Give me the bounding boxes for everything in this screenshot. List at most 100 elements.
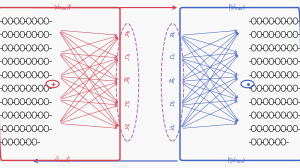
Ellipse shape [263,139,268,145]
Ellipse shape [8,125,13,132]
Ellipse shape [32,112,37,118]
Ellipse shape [287,85,292,91]
Ellipse shape [2,72,7,78]
Ellipse shape [38,45,43,51]
Ellipse shape [263,112,268,118]
Ellipse shape [44,31,49,38]
Ellipse shape [26,58,31,65]
Ellipse shape [2,18,7,24]
Ellipse shape [32,58,37,65]
Ellipse shape [281,98,286,105]
Ellipse shape [281,112,286,118]
Ellipse shape [14,139,19,145]
Ellipse shape [20,45,25,51]
Ellipse shape [287,45,292,51]
Ellipse shape [26,72,31,78]
Ellipse shape [44,45,49,51]
Ellipse shape [14,85,19,91]
Ellipse shape [257,45,262,51]
Ellipse shape [2,139,7,145]
Text: $\tilde{S}_I^F$: $\tilde{S}_I^F$ [169,123,176,134]
Ellipse shape [287,72,292,78]
Text: $\hat{E}_I^F$: $\hat{E}_I^F$ [124,99,131,111]
Ellipse shape [44,18,49,24]
Ellipse shape [275,58,280,65]
Ellipse shape [38,31,43,38]
Ellipse shape [14,31,19,38]
Ellipse shape [251,18,256,24]
Ellipse shape [293,31,298,38]
Ellipse shape [281,125,286,132]
Ellipse shape [257,85,262,91]
Ellipse shape [257,58,262,65]
Ellipse shape [20,139,25,145]
Ellipse shape [14,112,19,118]
Ellipse shape [257,31,262,38]
Ellipse shape [20,72,25,78]
Ellipse shape [275,45,280,51]
Ellipse shape [293,58,298,65]
Ellipse shape [14,72,19,78]
Ellipse shape [257,18,262,24]
Ellipse shape [257,112,262,118]
Ellipse shape [281,45,286,51]
Ellipse shape [275,98,280,105]
Ellipse shape [2,58,7,65]
Ellipse shape [26,31,31,38]
Ellipse shape [281,31,286,38]
Ellipse shape [293,98,298,105]
Text: $\langle \hat{w}_{rite}\rangle_I^E$: $\langle \hat{w}_{rite}\rangle_I^E$ [53,3,73,13]
Ellipse shape [257,139,262,145]
Ellipse shape [287,58,292,65]
Ellipse shape [20,58,25,65]
Text: $\tilde{R}_I^F$: $\tilde{R}_I^F$ [169,30,176,41]
Ellipse shape [38,98,43,105]
Ellipse shape [44,58,49,65]
Ellipse shape [2,125,7,132]
Ellipse shape [32,98,37,105]
Ellipse shape [20,98,25,105]
Ellipse shape [14,58,19,65]
Ellipse shape [263,72,268,78]
Ellipse shape [287,112,292,118]
Ellipse shape [275,139,280,145]
Ellipse shape [44,125,49,132]
Ellipse shape [269,18,274,24]
Ellipse shape [2,31,7,38]
Ellipse shape [26,112,31,118]
Ellipse shape [251,85,256,91]
Ellipse shape [275,72,280,78]
Text: $\hat{C}_I^F$: $\hat{C}_I^F$ [124,52,131,64]
Text: $\hat{R}_I^F$: $\hat{R}_I^F$ [124,30,131,41]
Text: $^E_I|\hat{r}_{ead}\rangle$: $^E_I|\hat{r}_{ead}\rangle$ [228,3,246,13]
Ellipse shape [26,85,31,91]
Ellipse shape [275,31,280,38]
Ellipse shape [263,31,268,38]
Ellipse shape [32,18,37,24]
Ellipse shape [8,72,13,78]
Ellipse shape [251,98,256,105]
Ellipse shape [281,58,286,65]
Ellipse shape [269,85,274,91]
Text: $\tilde{M}_I^F$: $\tilde{M}_I^F$ [168,76,177,87]
Ellipse shape [20,31,25,38]
Ellipse shape [263,98,268,105]
Ellipse shape [2,98,7,105]
Ellipse shape [251,112,256,118]
Ellipse shape [281,85,286,91]
Ellipse shape [293,85,298,91]
Ellipse shape [8,18,13,24]
Ellipse shape [287,98,292,105]
Ellipse shape [20,18,25,24]
Ellipse shape [44,112,49,118]
Ellipse shape [281,18,286,24]
Ellipse shape [293,72,298,78]
Ellipse shape [2,85,7,91]
Ellipse shape [44,72,49,78]
Ellipse shape [32,85,37,91]
Ellipse shape [2,45,7,51]
Ellipse shape [269,45,274,51]
Text: $\hat{M}_I^F$: $\hat{M}_I^F$ [123,76,132,87]
Ellipse shape [32,31,37,38]
Ellipse shape [293,112,298,118]
